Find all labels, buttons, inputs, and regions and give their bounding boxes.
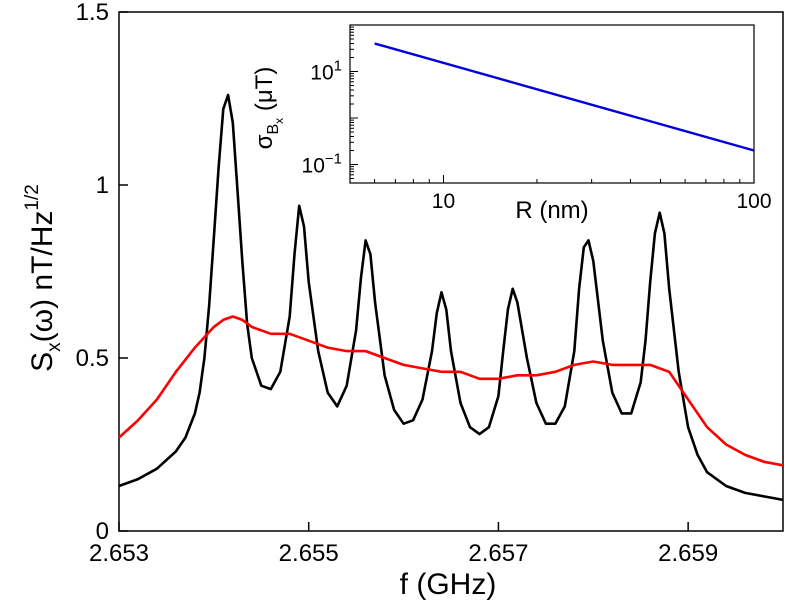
- inset-y-axis-title-main: σ: [251, 134, 278, 149]
- x-tick-label-0: 2.653: [89, 540, 149, 567]
- x-axis-title: f (GHz): [400, 568, 497, 601]
- inset-x-tick-label-0: 10: [432, 190, 455, 213]
- inset-y-tick-exp-0: −1: [325, 150, 342, 167]
- inset-series-blue-line: [374, 42, 755, 152]
- x-tick-label-2: 2.657: [468, 540, 528, 567]
- x-tick-label-3: 2.659: [658, 540, 718, 567]
- main-tick-labels: 2.653 2.655 2.657 2.659 0 0.5 1 1.5: [76, 0, 719, 567]
- y-tick-label-3: 1.5: [76, 0, 109, 26]
- y-tick-label-2: 1: [96, 172, 109, 199]
- inset-x-tick-label-1: 100: [736, 190, 771, 213]
- inset-y-axis-title: σBx (μT): [251, 67, 286, 150]
- inset-y-axis-title-subsub: x: [272, 118, 286, 124]
- main-plot-frame: [118, 11, 784, 532]
- inset-y-tick-exp-1: 1: [334, 57, 342, 74]
- y-tick-label-1: 0.5: [76, 345, 109, 372]
- inset-series: [374, 42, 755, 152]
- inset-background: [350, 25, 754, 183]
- inset-ticks: [349, 24, 755, 184]
- inset-y-tick-label-1: 101: [310, 57, 342, 84]
- y-axis-title-sub: x: [44, 342, 65, 352]
- main-series: [118, 93, 784, 502]
- y-axis-title-sup: 1/2: [22, 184, 43, 210]
- y-axis-title-main: S: [26, 352, 59, 372]
- main-ticks: [118, 11, 689, 532]
- series-black-line: [118, 93, 784, 502]
- y-axis-title-mid: (ω) nT/Hz: [26, 211, 59, 343]
- inset-y-axis-title-rest: (μT): [251, 67, 278, 118]
- inset-y-tick-base-0: 10: [302, 154, 325, 177]
- x-tick-label-1: 2.655: [279, 540, 339, 567]
- y-tick-label-0: 0: [96, 518, 109, 545]
- inset-x-axis-title: R (nm): [515, 197, 588, 224]
- inset-y-axis-title-sub: B: [265, 124, 282, 135]
- y-axis-title: Sx(ω) nT/Hz1/2: [22, 184, 65, 372]
- inset-y-tick-label-0: 10−1: [302, 150, 342, 177]
- series-red-line: [118, 315, 784, 467]
- inset-y-tick-base-1: 10: [310, 61, 333, 84]
